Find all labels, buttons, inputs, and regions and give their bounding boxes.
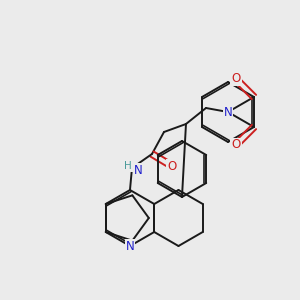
Text: O: O xyxy=(231,73,241,85)
Text: N: N xyxy=(134,164,142,176)
Text: H: H xyxy=(124,161,132,171)
Text: O: O xyxy=(167,160,177,172)
Text: N: N xyxy=(224,106,232,118)
Text: N: N xyxy=(126,239,134,253)
Text: O: O xyxy=(231,139,241,152)
